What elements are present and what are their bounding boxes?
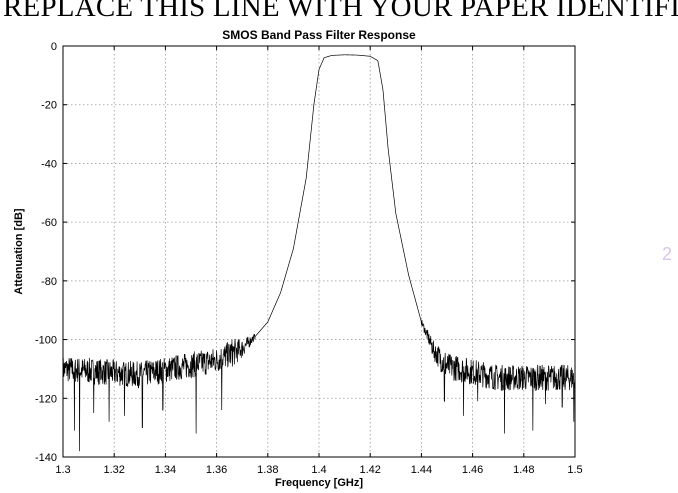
x-tick-label: 1.5: [567, 464, 582, 476]
y-tick-label: -140: [35, 452, 57, 464]
x-tick-label: 1.42: [359, 464, 380, 476]
edge-glyph: 2: [662, 244, 673, 264]
y-tick-label: -20: [41, 100, 57, 112]
x-tick-label: 1.44: [411, 464, 432, 476]
x-tick-label: 1.4: [311, 464, 326, 476]
y-axis-label: Attenuation [dB]: [13, 208, 25, 294]
x-tick-label: 1.32: [103, 464, 124, 476]
y-tick-label: -40: [41, 158, 57, 170]
grid-lines: [63, 46, 575, 457]
x-tick-label: 1.48: [513, 464, 534, 476]
y-tick-label: -120: [35, 393, 57, 405]
trace-layer: [62, 54, 576, 452]
x-tick-label: 1.46: [462, 464, 483, 476]
header-line: REPLACE THIS LINE WITH YOUR PAPER IDENTI…: [0, 0, 678, 22]
x-axis-label: Frequency [GHz]: [275, 477, 363, 489]
x-tick-label: 1.38: [257, 464, 278, 476]
x-tick-label: 1.3: [55, 464, 70, 476]
tick-marks: [62, 45, 576, 458]
y-tick-label: 0: [51, 41, 57, 53]
x-tick-label: 1.34: [155, 464, 176, 476]
y-tick-label: -100: [35, 335, 57, 347]
header-text: REPLACE THIS LINE WITH YOUR PAPER IDENTI…: [3, 0, 678, 22]
tick-labels: 1.3 1.32 1.34 1.36 1.38 1.4 1.42 1.44 1.46 1.48 1.…: [35, 41, 583, 476]
chart-title: SMOS Band Pass Filter Response: [222, 28, 416, 42]
y-tick-label: -80: [41, 276, 57, 288]
x-tick-label: 1.36: [206, 464, 227, 476]
y-tick-label: -60: [41, 217, 57, 229]
response-trace: [62, 54, 576, 452]
